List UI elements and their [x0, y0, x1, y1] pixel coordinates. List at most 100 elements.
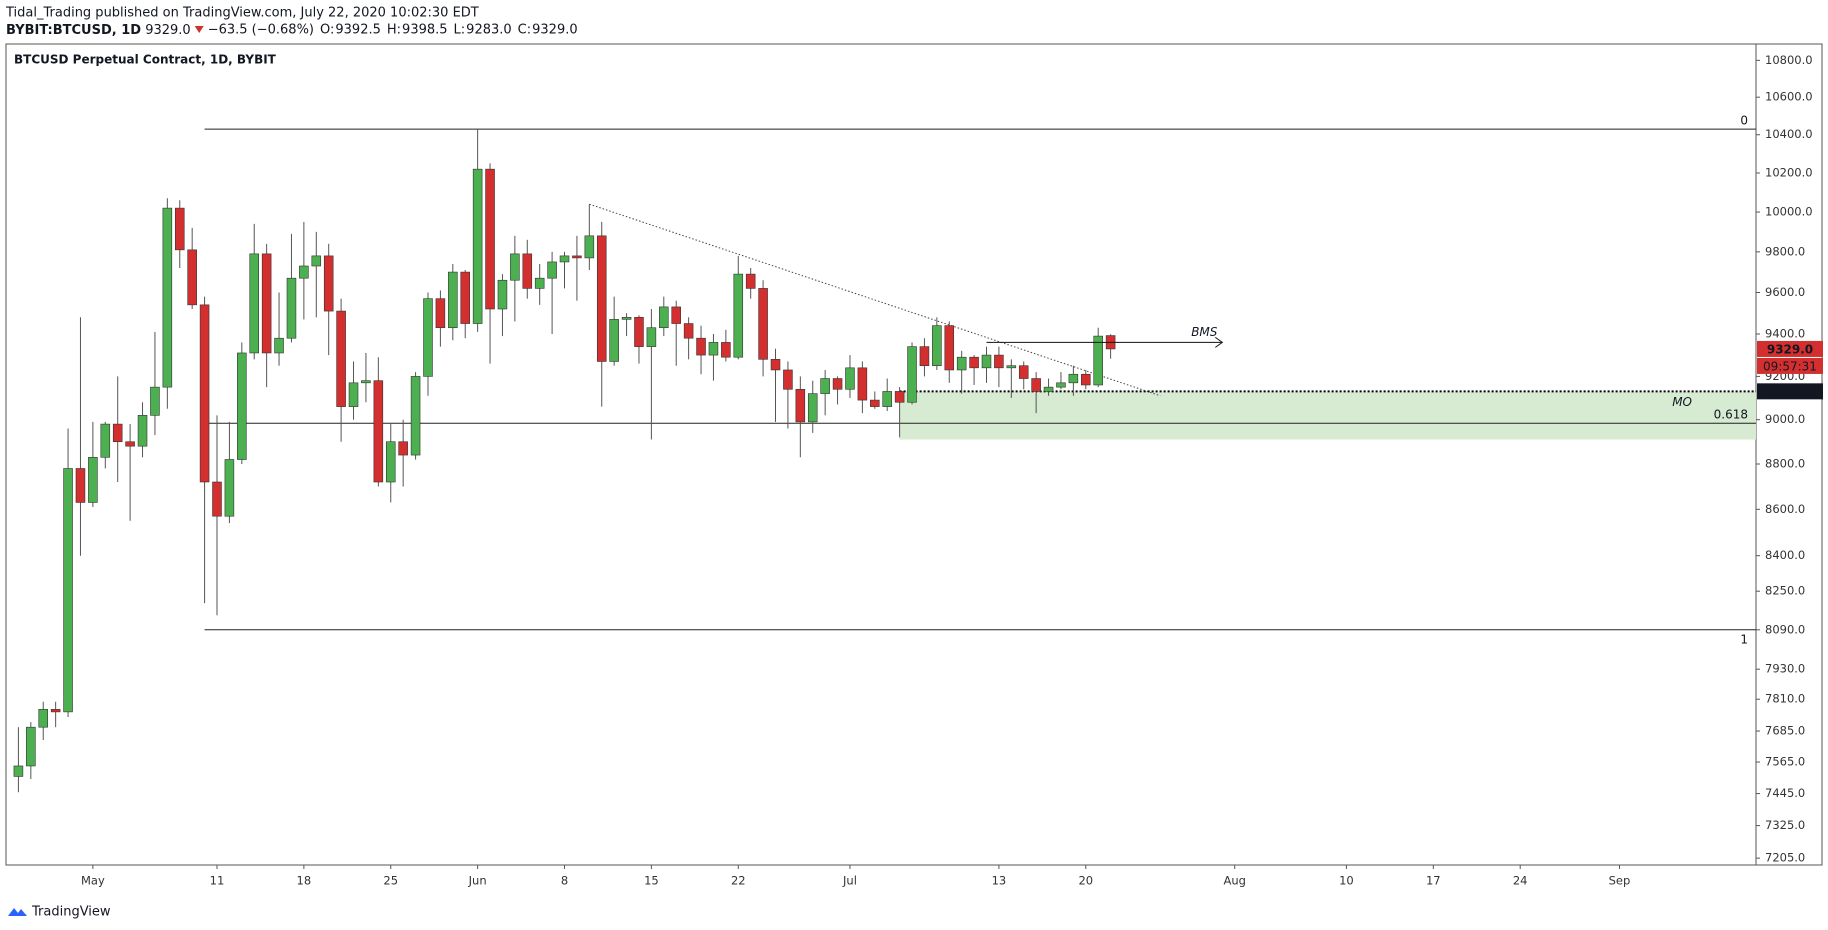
candle-body — [671, 306, 681, 324]
candle-body — [733, 273, 744, 358]
candle-body — [1031, 378, 1041, 392]
logo-icon — [8, 908, 27, 916]
y-tick-label: 10600.0 — [1765, 90, 1813, 104]
candle-body — [584, 235, 595, 259]
countdown: 09:57:31 — [1763, 359, 1817, 373]
x-tick-label: 20 — [1078, 874, 1093, 888]
mo-zone — [899, 391, 1756, 440]
symbol-line: BYBIT:BTCUSD, 1D 9329.0 — [6, 23, 191, 38]
candle-body — [348, 382, 359, 407]
down-arrow-icon — [194, 26, 204, 33]
candle-body — [187, 249, 197, 306]
candle-body — [944, 325, 955, 371]
y-tick-label: 8090.0 — [1765, 622, 1805, 636]
y-tick-label: 7445.0 — [1765, 786, 1805, 800]
candle-body — [609, 319, 619, 362]
candle-body — [783, 369, 793, 390]
candle-body — [460, 271, 470, 324]
bms-label: BMS — [1191, 325, 1218, 339]
candle-body — [38, 709, 49, 728]
y-tick-label: 8400.0 — [1765, 548, 1805, 562]
candle-body — [634, 316, 644, 347]
x-tick-label: 10 — [1339, 874, 1354, 888]
y-tick-label: 7930.0 — [1765, 662, 1805, 676]
price-tag-label: 9329.0 — [1767, 342, 1813, 356]
candle-body — [137, 415, 148, 447]
price-tag — [1757, 383, 1823, 400]
candle-body — [88, 456, 98, 503]
candle-body — [572, 255, 582, 259]
candle-body — [472, 168, 483, 324]
x-tick-label: 15 — [644, 874, 659, 888]
candle-body — [373, 380, 384, 483]
x-tick-label: 17 — [1426, 874, 1441, 888]
candle-body — [361, 380, 371, 384]
candle-body — [932, 325, 942, 367]
countdown-bg — [1757, 357, 1823, 374]
x-tick-label: 8 — [561, 874, 568, 888]
candle-body — [261, 253, 272, 354]
candle-body — [596, 235, 607, 362]
bms-arrowhead — [1215, 336, 1224, 348]
candle-body — [795, 388, 806, 423]
candle-body — [646, 327, 657, 347]
fib-label: 0 — [1740, 114, 1748, 128]
x-tick-label: 18 — [297, 874, 312, 888]
last-price: 9329.0 — [145, 23, 191, 38]
candle-body — [683, 323, 694, 339]
candle-body — [100, 423, 111, 458]
price-tag-label: 9130.5 — [1767, 385, 1813, 399]
y-tick-label: 10200.0 — [1765, 166, 1813, 180]
candle-body — [237, 352, 247, 460]
x-tick-label: Jul — [842, 874, 857, 888]
candle-body — [969, 356, 979, 369]
candle-body — [758, 288, 768, 360]
x-tick-label: Jun — [468, 874, 487, 888]
candle-body — [659, 306, 669, 329]
candle-body — [721, 342, 731, 358]
candle-body — [1056, 382, 1066, 388]
y-tick-label: 8250.0 — [1765, 584, 1805, 598]
candle-body — [907, 346, 917, 403]
y-tick-label: 10400.0 — [1765, 127, 1813, 141]
x-tick-label: 25 — [383, 874, 398, 888]
candle-body — [224, 459, 235, 517]
candle-body — [1081, 373, 1091, 386]
candle-body — [894, 391, 905, 403]
y-tick-label: 10000.0 — [1765, 205, 1813, 219]
candle-body — [534, 277, 545, 289]
candle-body — [497, 279, 508, 310]
candle-body — [510, 253, 520, 281]
logo: TradingView — [8, 905, 111, 920]
ohlc-label: O: — [320, 23, 334, 38]
candle-body — [212, 481, 222, 517]
candle-body — [745, 273, 756, 289]
candle-body — [485, 168, 495, 310]
candle-body — [981, 354, 992, 369]
candle-body — [26, 726, 36, 767]
candle-body — [1093, 335, 1103, 386]
candle-body — [994, 354, 1004, 369]
footer-text: TradingView — [31, 905, 111, 920]
candle-body — [820, 378, 830, 394]
candle-body — [125, 441, 135, 447]
candle-body — [832, 378, 843, 390]
symbol: BYBIT:BTCUSD, 1D — [6, 23, 141, 38]
y-tick-label: 10800.0 — [1765, 53, 1813, 67]
ohlc-value: 9329.0 — [532, 23, 578, 38]
x-tick-label: 11 — [210, 874, 225, 888]
candle-body — [311, 255, 322, 267]
fib-label: 1 — [1740, 632, 1748, 646]
candle-body — [547, 261, 557, 279]
y-tick-label: 7685.0 — [1765, 724, 1805, 738]
candle-body — [112, 423, 123, 443]
chart-title: BTCUSD Perpetual Contract, 1D, BYBIT — [14, 53, 277, 67]
candle-body — [708, 342, 719, 356]
candle-body — [1068, 373, 1079, 384]
y-tick-label: 9000.0 — [1765, 412, 1805, 426]
candle-body — [50, 709, 61, 713]
y-tick-label: 9400.0 — [1765, 326, 1805, 340]
y-tick-label: 7325.0 — [1765, 818, 1805, 832]
price-tag — [1757, 340, 1823, 357]
